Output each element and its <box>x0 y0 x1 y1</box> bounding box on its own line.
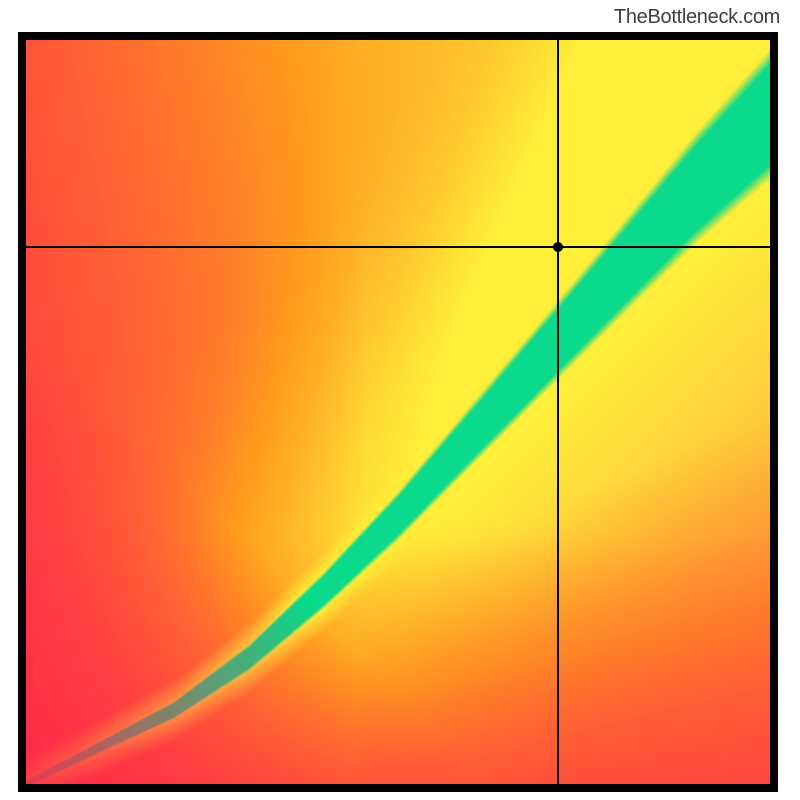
chart-container: TheBottleneck.com <box>0 0 800 800</box>
heatmap-canvas <box>26 40 770 784</box>
plot-border <box>18 32 778 792</box>
watermark-text: TheBottleneck.com <box>614 6 780 29</box>
crosshair-horizontal <box>26 246 770 248</box>
crosshair-marker <box>553 242 563 252</box>
crosshair-vertical <box>557 40 559 784</box>
